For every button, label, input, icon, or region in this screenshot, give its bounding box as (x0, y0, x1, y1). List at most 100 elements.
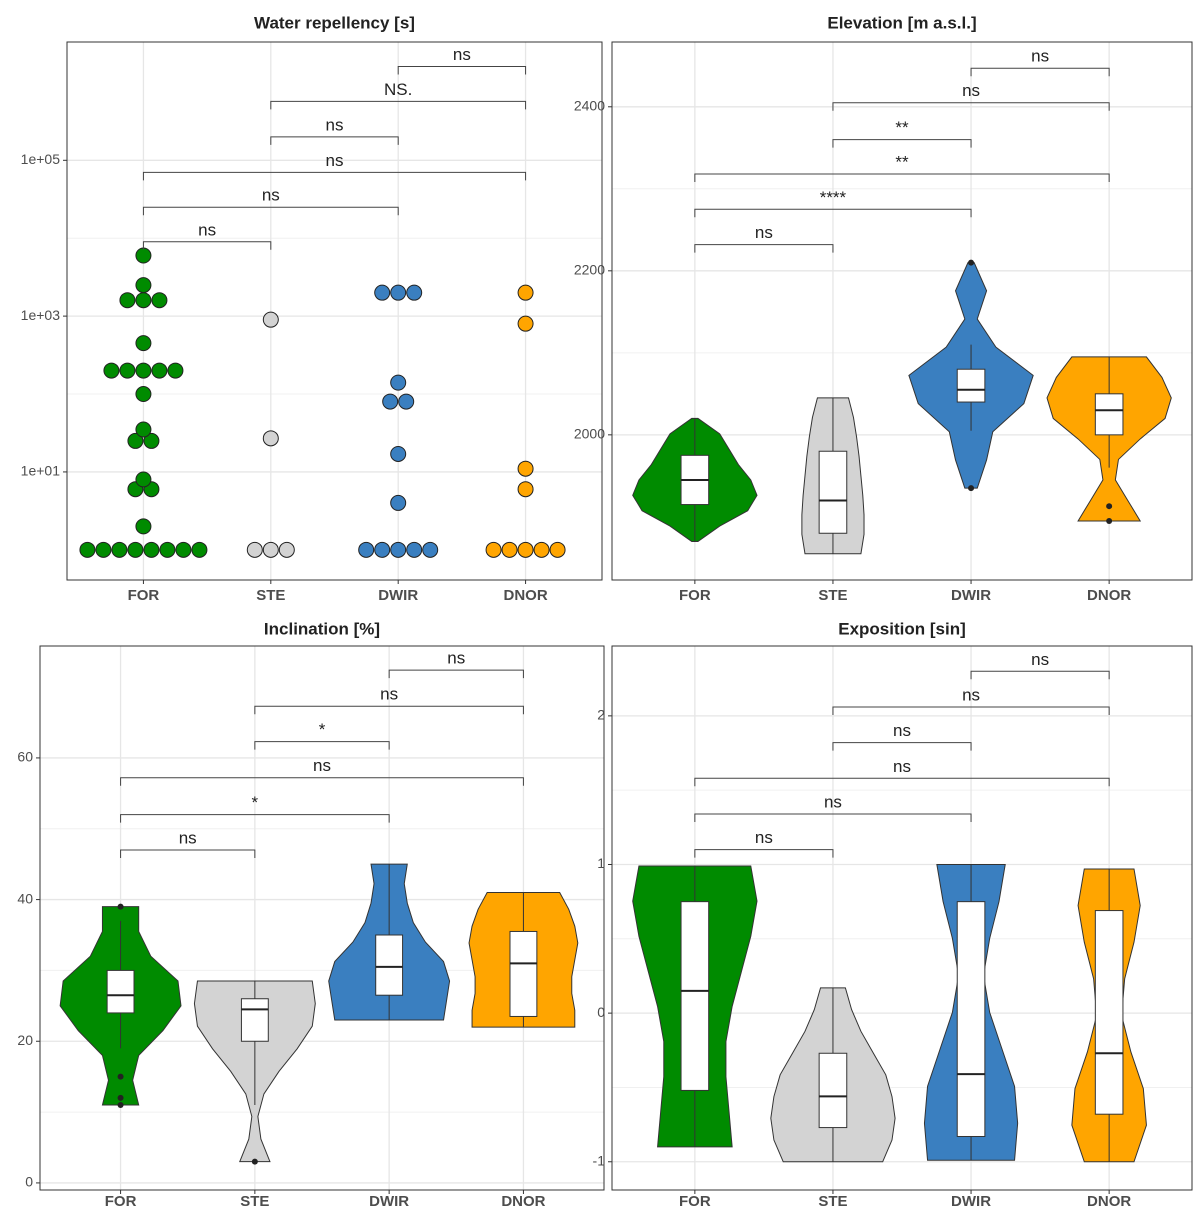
dot (159, 541, 176, 558)
dot (262, 430, 279, 447)
box (818, 450, 848, 534)
x-tick-label: DNOR (503, 587, 547, 604)
y-tick-label: 20 (17, 1032, 33, 1048)
outlier (117, 1073, 124, 1080)
chart-title: Exposition [sin] (838, 619, 966, 638)
dot (135, 362, 152, 379)
dot (358, 541, 375, 558)
significance-label: ns (447, 649, 465, 668)
panel-border (611, 41, 1193, 581)
significance-label: ns (262, 186, 280, 205)
box (106, 969, 135, 1014)
significance-label: ns (179, 828, 197, 847)
box (956, 368, 986, 403)
significance-label: ns (824, 792, 842, 811)
bracket (120, 814, 390, 823)
significance-label: ns (198, 220, 216, 239)
y-tick-label: 1e+05 (21, 151, 61, 167)
dot (79, 541, 96, 558)
dot (390, 284, 407, 301)
dot (278, 541, 295, 558)
significance-label: ns (326, 115, 344, 134)
box (680, 901, 710, 1091)
dot (390, 445, 407, 462)
significance-label: ns (893, 757, 911, 776)
outlier (117, 1102, 124, 1108)
dot (398, 393, 415, 410)
dot (549, 541, 566, 558)
dot (143, 432, 160, 449)
outlier (251, 1158, 258, 1165)
dot (135, 421, 152, 438)
bracket (694, 208, 972, 218)
bracket (832, 102, 1110, 111)
y-tick-label: 0 (597, 1004, 605, 1020)
significance-label: **** (820, 188, 847, 207)
significance-label: ns (326, 151, 344, 170)
x-tick-label: STE (818, 1193, 847, 1209)
significance-label: ns (962, 81, 980, 100)
dot (127, 432, 144, 449)
box (375, 934, 404, 996)
dot (135, 386, 152, 403)
bracket (254, 705, 524, 715)
chart-title: Inclination [%] (264, 619, 380, 638)
dot (262, 541, 279, 558)
significance-label: ns (962, 685, 980, 704)
dot (191, 541, 208, 558)
bracket (832, 706, 1110, 715)
dot (135, 471, 152, 488)
dot (374, 541, 391, 558)
dot (406, 284, 423, 301)
bracket (694, 777, 1110, 787)
bracket (832, 139, 972, 148)
dot (103, 362, 120, 379)
y-tick-label: 2400 (574, 97, 605, 113)
x-tick-label: FOR (105, 1193, 137, 1209)
x-tick-label: DNOR (1087, 587, 1131, 604)
significance-label: ns (1031, 650, 1049, 669)
dot (517, 460, 534, 477)
dot (501, 541, 518, 558)
y-tick-label: -1 (593, 1152, 606, 1168)
bracket (270, 100, 527, 110)
bracket (694, 813, 972, 822)
bracket (142, 171, 527, 181)
significance-label: ns (380, 685, 398, 704)
dot (167, 362, 184, 379)
bracket (270, 136, 399, 145)
bracket (120, 849, 256, 858)
bracket (694, 244, 834, 253)
box (240, 998, 269, 1042)
x-tick-label: FOR (679, 587, 711, 604)
dot (382, 393, 399, 410)
outlier (117, 903, 124, 910)
significance-label: ** (895, 153, 909, 172)
dot (390, 494, 407, 511)
y-tick-label: 40 (17, 890, 33, 906)
bracket (142, 241, 272, 250)
y-tick-label: 1 (597, 855, 605, 871)
outlier (968, 259, 975, 266)
dot (135, 277, 152, 294)
significance-label: ns (1031, 47, 1049, 66)
dot (151, 362, 168, 379)
bracket (388, 669, 524, 679)
dot (406, 541, 423, 558)
x-tick-label: DNOR (501, 1193, 545, 1209)
x-tick-label: STE (818, 587, 847, 604)
box (509, 930, 538, 1017)
dot (119, 362, 136, 379)
significance-label: ns (453, 45, 471, 64)
dot (246, 541, 263, 558)
dot (422, 541, 439, 558)
y-tick-label: 60 (17, 749, 33, 765)
significance-label: NS. (384, 80, 412, 99)
chart-title: Elevation [m a.s.l.] (827, 13, 976, 32)
x-tick-label: DWIR (951, 1193, 991, 1209)
dot (135, 335, 152, 352)
outlier (117, 1094, 124, 1101)
x-tick-label: STE (240, 1193, 269, 1209)
panel-border (611, 645, 1193, 1191)
